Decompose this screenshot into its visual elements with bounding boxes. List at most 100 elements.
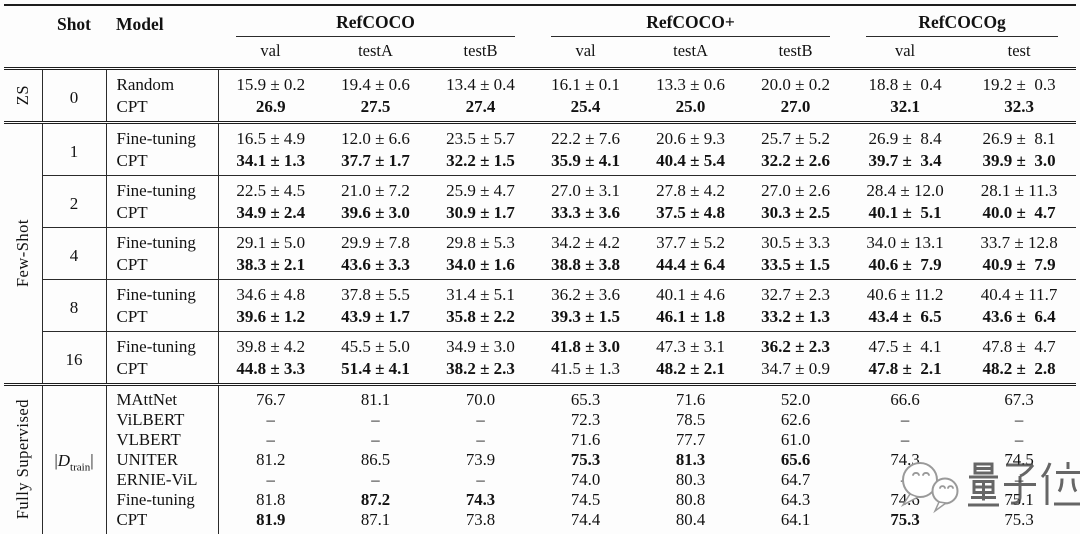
value-cell: 38.8 ± 3.8 <box>551 254 620 274</box>
value-cell: 40.4 ± 5.4 <box>656 150 725 170</box>
value-cell: – <box>476 410 485 429</box>
value-cell: 25.9 ± 4.7 <box>428 175 534 202</box>
group-header-refcocog: RefCOCOg <box>848 5 1076 37</box>
model-cell: ERNIE-ViL <box>106 470 219 490</box>
table-row: 16 Fine-tuning 39.8 ± 4.2 45.5 ± 5.0 34.9 ± … <box>4 331 1077 385</box>
group-header-label: RefCOCOg <box>918 12 1006 32</box>
value-cell: 27.0 ± 3.1 <box>533 175 639 202</box>
value-cell: 16.5 ± 4.9 <box>236 129 306 148</box>
model-cell: CPT <box>106 95 219 123</box>
value-cell: 34.1 ± 1.3 <box>236 150 306 170</box>
value-cell: – <box>266 410 275 429</box>
model-cell: CPT <box>106 149 219 176</box>
subcolumn-header: testB <box>778 41 813 60</box>
table-row: CPT 38.3 ± 2.1 43.6 ± 3.3 34.0 ± 1.6 38.8 ± … <box>4 253 1076 280</box>
value-cell: 40.6 ± 11.2 <box>848 279 963 306</box>
value-cell: – <box>900 430 910 449</box>
value-cell: 28.4 ± 12.0 <box>848 175 963 202</box>
value-cell: 46.1 ± 1.8 <box>656 306 725 326</box>
value-cell: 81.9 <box>256 510 286 529</box>
value-cell: 51.4 ± 4.1 <box>341 358 410 378</box>
value-cell: 27.8 ± 4.2 <box>638 175 744 202</box>
section-label-zero-shot: ZS <box>4 68 43 123</box>
column-header-shot: Shot <box>56 14 92 34</box>
value-cell: 29.8 ± 5.3 <box>428 227 534 254</box>
value-cell: 37.5 ± 4.8 <box>656 202 725 222</box>
value-cell: 39.6 ± 3.0 <box>341 202 410 222</box>
value-cell: 80.3 <box>675 470 706 489</box>
value-cell: 33.2 ± 1.3 <box>761 306 830 326</box>
group-header-label: RefCOCO <box>336 12 415 32</box>
value-cell: – <box>900 470 910 489</box>
value-cell: 62.6 <box>780 410 811 429</box>
subcolumn-header: testA <box>358 41 393 60</box>
model-cell: ViLBERT <box>106 410 219 430</box>
model-cell: VLBERT <box>106 430 219 450</box>
subcolumn-header: testB <box>463 41 498 60</box>
model-cell: Fine-tuning <box>106 279 219 306</box>
value-cell: 20.6 ± 9.3 <box>656 129 725 148</box>
value-cell: 37.7 ± 1.7 <box>341 150 410 170</box>
value-cell: 64.3 <box>780 490 811 509</box>
value-cell: 33.5 ± 1.5 <box>761 254 830 274</box>
value-cell: 15.9 ± 0.2 <box>236 75 306 94</box>
table-row: ZS 0 Random 15.9 ± 0.2 19.4 ± 0.6 13.4 ± 0.4 1… <box>4 68 1076 123</box>
value-cell: – <box>900 410 910 429</box>
model-cell: CPT <box>106 357 219 385</box>
value-cell: 72.3 <box>570 410 601 429</box>
value-cell: 38.3 ± 2.1 <box>236 254 306 274</box>
value-cell: 75.3 <box>1004 510 1034 529</box>
value-cell: 48.2 ± 2.1 <box>656 358 725 378</box>
table-row: CPT 81.9 87.1 73.8 74.4 80.4 64.1 75.3 75.3 <box>4 510 1076 534</box>
value-cell: 74.3 <box>465 490 496 509</box>
section-zero-shot: ZS 0 Random 15.9 ± 0.2 19.4 ± 0.6 13.4 ± 0.4 1… <box>4 68 1077 123</box>
value-cell: 30.9 ± 1.7 <box>446 202 515 222</box>
value-cell: 73.9 <box>465 450 496 469</box>
value-cell: 39.8 ± 4.2 <box>218 331 323 358</box>
value-cell: 74.5 <box>570 490 601 509</box>
shot-cell: 16 <box>42 331 107 385</box>
table-row: 2 Fine-tuning 22.5 ± 4.5 21.0 ± 7.2 25.9 ± 4… <box>4 175 1077 228</box>
value-cell: 36.2 ± 2.3 <box>743 331 849 358</box>
model-cell: Fine-tuning <box>106 490 219 510</box>
section-label-text: Fully Supervised <box>12 399 32 520</box>
table-row: ViLBERT – – – 72.3 78.5 62.6 – – <box>4 410 1076 430</box>
value-cell: 19.4 ± 0.6 <box>341 75 410 94</box>
model-cell: CPT <box>106 253 219 280</box>
value-cell: 86.5 <box>360 450 391 469</box>
shot-cell: 2 <box>42 175 107 228</box>
value-cell: 27.5 <box>360 96 391 116</box>
table-row: Fully Supervised |Dtrain| MAttNet 76.7 81.1 7… <box>4 384 1076 534</box>
value-cell: 20.0 ± 0.2 <box>761 75 830 94</box>
value-cell: 43.4 ± 6.5 <box>868 306 942 326</box>
value-cell: 65.3 <box>570 390 601 409</box>
value-cell: 26.9 <box>255 96 286 116</box>
value-cell: 29.9 ± 7.8 <box>323 227 428 254</box>
value-cell: 61.0 <box>780 430 811 449</box>
value-cell: 43.6 ± 3.3 <box>341 254 410 274</box>
value-cell: 74.5 <box>1004 450 1034 469</box>
shot-cell: |Dtrain| <box>42 384 107 534</box>
group-header-refcoco-plus: RefCOCO+ <box>533 5 848 37</box>
value-cell: 87.2 <box>360 490 391 509</box>
model-cell: CPT <box>106 305 219 332</box>
value-cell: 18.8 ± 0.4 <box>868 75 942 94</box>
model-cell: Fine-tuning <box>106 122 219 150</box>
model-cell: CPT <box>106 201 219 228</box>
value-cell: 22.5 ± 4.5 <box>218 175 323 202</box>
value-cell: 26.9 ± 8.1 <box>982 129 1056 148</box>
value-cell: 47.8 ± 2.1 <box>868 358 942 378</box>
value-cell: 80.4 <box>675 510 706 529</box>
value-cell: – <box>371 430 380 449</box>
value-cell: 64.7 <box>780 470 811 489</box>
value-cell: 27.0 <box>780 96 811 116</box>
section-label-few-shot: Few-Shot <box>4 122 43 385</box>
value-cell: 41.5 ± 1.3 <box>551 358 620 378</box>
value-cell: 35.8 ± 2.2 <box>446 306 515 326</box>
value-cell: 81.8 <box>256 490 286 509</box>
value-cell: 21.0 ± 7.2 <box>323 175 428 202</box>
value-cell: 67.3 <box>1004 390 1034 409</box>
value-cell: 64.1 <box>780 510 811 529</box>
corner-cell <box>4 5 42 69</box>
